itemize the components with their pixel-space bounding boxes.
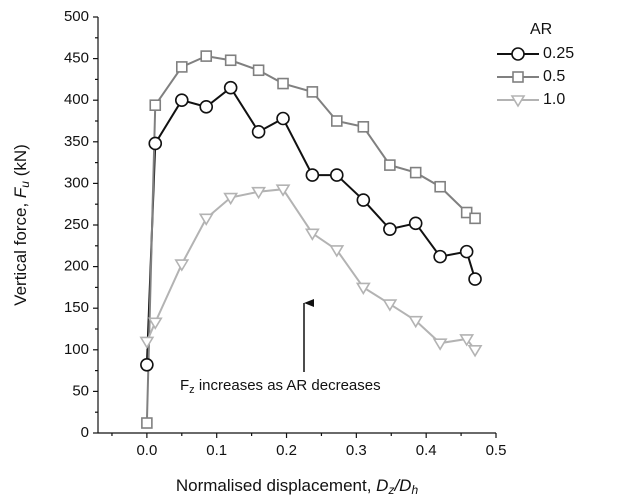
marker (277, 77, 289, 90)
legend-label: 1.0 (543, 91, 565, 108)
marker (432, 338, 448, 351)
text-part: h (411, 483, 418, 497)
text-part: D (376, 476, 388, 495)
x-tick-label: 0.2 (276, 442, 297, 459)
marker (200, 50, 213, 62)
x-tick-label: 0.0 (136, 442, 157, 459)
text-part: F (180, 377, 189, 394)
marker (409, 166, 422, 179)
marker (139, 336, 155, 350)
text-part: Normalised displacement, (176, 476, 376, 495)
y-tick-label: 0 (81, 424, 89, 441)
marker (147, 317, 163, 330)
y-tick-label: 250 (64, 216, 89, 233)
marker (141, 417, 153, 429)
marker (459, 334, 475, 347)
legend-title: AR (530, 21, 552, 38)
text-part: F (11, 186, 30, 198)
series-line (145, 86, 477, 365)
series-line (145, 188, 476, 351)
text-part: u (18, 181, 32, 188)
text-part: increases as AR decreases (195, 377, 381, 394)
y-tick-label: 500 (64, 8, 89, 25)
x-tick-label: 0.4 (416, 442, 437, 459)
marker (384, 159, 396, 171)
marker (224, 54, 237, 67)
marker (223, 192, 239, 206)
marker (433, 249, 447, 264)
marker (357, 121, 370, 133)
y-tick-label: 300 (64, 174, 89, 191)
marker (140, 357, 154, 372)
marker (511, 47, 525, 61)
text-part: / (393, 476, 401, 495)
marker (460, 206, 473, 219)
legend-label: 0.25 (543, 45, 574, 62)
text-part: Vertical force, (11, 198, 30, 306)
marker (356, 193, 371, 207)
text-part: z (387, 483, 394, 497)
marker (459, 244, 474, 259)
x-tick-label: 0.3 (346, 442, 367, 459)
marker (175, 61, 188, 73)
marker (275, 184, 291, 197)
marker (512, 71, 524, 83)
y-tick-label: 50 (72, 382, 89, 399)
marker (510, 95, 526, 108)
marker (148, 136, 163, 151)
marker (468, 272, 482, 286)
y-label: Vertical force, Fu (kN) (11, 144, 32, 306)
marker (276, 111, 290, 126)
x-tick-label: 0.5 (486, 442, 507, 459)
marker (251, 186, 267, 200)
x-label: Normalised displacement, Dz/Dh (176, 476, 419, 497)
marker (149, 99, 162, 111)
marker (174, 259, 190, 272)
marker (223, 80, 238, 95)
marker (174, 93, 189, 107)
marker (329, 168, 344, 182)
marker (198, 213, 214, 226)
marker (304, 228, 320, 241)
marker (251, 125, 266, 139)
marker (329, 245, 345, 258)
text-part: D (399, 476, 411, 495)
text-part: (kN) (11, 144, 30, 181)
marker (469, 212, 481, 225)
y-tick-label: 450 (64, 50, 89, 67)
marker (434, 180, 446, 193)
annotation: Fz increases as AR decreases (180, 377, 381, 396)
y-tick-label: 150 (64, 299, 89, 316)
marker (383, 222, 397, 236)
x-tick-label: 0.1 (206, 442, 227, 459)
marker (408, 315, 424, 329)
marker (382, 299, 398, 312)
marker (305, 168, 320, 182)
marker (306, 86, 319, 98)
y-tick-label: 200 (64, 258, 89, 275)
marker (252, 64, 265, 77)
marker (467, 345, 483, 358)
marker (408, 216, 423, 231)
marker (330, 115, 343, 127)
y-tick-label: 400 (64, 91, 89, 108)
y-tick-label: 350 (64, 133, 89, 150)
y-tick-label: 100 (64, 341, 89, 358)
marker (355, 282, 371, 295)
marker (199, 100, 214, 114)
series-line (145, 55, 476, 424)
text-part: z (189, 384, 195, 396)
legend-label: 0.5 (543, 68, 565, 85)
